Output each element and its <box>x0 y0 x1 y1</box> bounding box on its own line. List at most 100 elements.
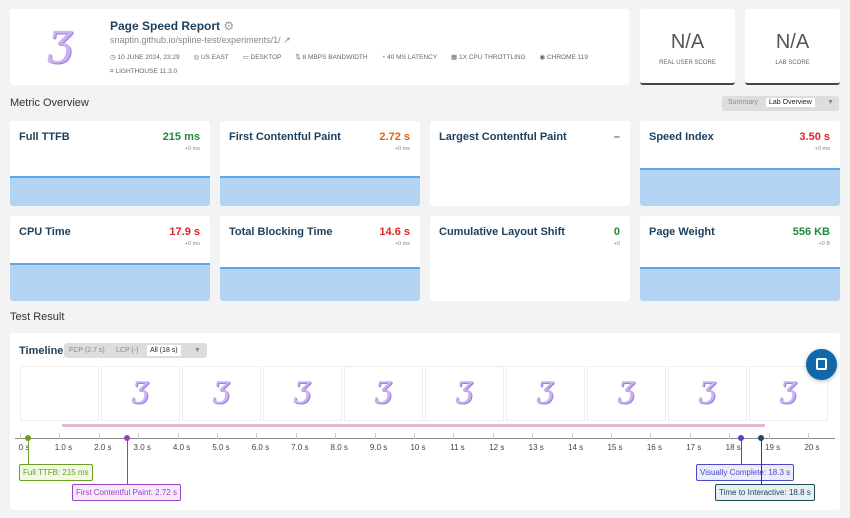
metric-card[interactable]: First Contentful Paint 2.72 s +0 ms <box>220 121 420 206</box>
axis-tick <box>59 433 61 439</box>
axis-tick <box>295 433 297 439</box>
view-toggle[interactable]: Summary Lab Overview ▼ <box>722 96 839 111</box>
metric-card[interactable]: CPU Time 17.9 s +0 ms <box>10 216 210 301</box>
metric-value: 3.50 s <box>799 131 830 143</box>
filmstrip-frame[interactable]: Ʒ <box>587 366 666 421</box>
filter-lcp[interactable]: LCP (-) <box>116 347 139 354</box>
axis-tick <box>808 433 809 439</box>
axis-tick-label: 2.0 s <box>94 443 112 452</box>
metric-overview-heading: Metric Overview <box>10 97 89 109</box>
chat-button[interactable] <box>806 349 837 380</box>
clock-icon: ◷ 10 JUNE 2024, 23:29 <box>110 54 180 61</box>
metric-name: Speed Index <box>649 131 714 143</box>
summary-tab[interactable]: Summary <box>728 99 758 106</box>
axis-tick <box>177 433 179 439</box>
marker-line <box>28 438 30 464</box>
axis-tick <box>729 433 731 439</box>
metric-delta: +0 ms <box>394 241 410 247</box>
timeline-axis <box>15 438 835 439</box>
test-result-heading: Test Result <box>10 311 65 323</box>
marker-label: First Contentful Paint: 2.72 s <box>72 484 181 501</box>
axis-tick-label: 18 s <box>725 443 741 452</box>
axis-tick-label: 12 s <box>489 443 505 452</box>
test-url[interactable]: snaptin.github.io/spline-test/experiment… <box>110 35 291 45</box>
axis-tick-label: 5.0 s <box>212 443 230 452</box>
axis-tick <box>689 433 691 439</box>
metric-history-chart <box>220 176 420 206</box>
axis-tick-label: 11 s <box>450 443 465 452</box>
axis-tick-label: 15 s <box>607 443 623 452</box>
metric-delta: +0 <box>613 241 620 247</box>
filmstrip-frame[interactable]: Ʒ <box>506 366 585 421</box>
axis-tick-label: 20 s <box>804 443 820 452</box>
filter-fcp[interactable]: FCP (2.7 s) <box>69 347 105 354</box>
lighthouse-icon: ⌗ LIGHTHOUSE 11.3.0 <box>110 68 178 75</box>
axis-tick-label: 10 s <box>410 443 426 452</box>
chevron-down-icon[interactable]: ▼ <box>827 99 834 106</box>
filmstrip-frame[interactable]: Ʒ <box>344 366 423 421</box>
metric-card[interactable]: Largest Contentful Paint – <box>430 121 630 206</box>
axis-tick <box>571 433 573 439</box>
axis-tick-label: 16 s <box>646 443 662 452</box>
visual-progress-bar <box>62 424 765 427</box>
latency-icon: ◔ 40 MS LATENCY <box>381 54 438 61</box>
metric-name: CPU Time <box>19 226 71 238</box>
metric-card[interactable]: Total Blocking Time 14.6 s +0 ms <box>220 216 420 301</box>
axis-tick <box>374 433 376 439</box>
metric-value: 2.72 s <box>379 131 410 143</box>
filmstrip-frame[interactable]: Ʒ <box>101 366 180 421</box>
metric-history-chart <box>640 167 840 206</box>
axis-tick-label: 4.0 s <box>172 443 191 452</box>
metric-card[interactable]: Full TTFB 215 ms +0 ms <box>10 121 210 206</box>
report-header: Ʒ Page Speed Report ⚙ snaptin.github.io/… <box>10 9 629 85</box>
page-title: Page Speed Report ⚙ <box>110 19 235 33</box>
axis-tick <box>650 433 652 439</box>
axis-tick <box>256 433 258 439</box>
filmstrip-frame[interactable] <box>20 366 99 421</box>
marker-label: Full TTFB: 215 ms <box>19 464 93 481</box>
axis-tick <box>453 433 455 439</box>
metric-value: 0 <box>613 226 620 238</box>
axis-tick <box>138 433 140 439</box>
gear-icon[interactable]: ⚙ <box>223 19 235 33</box>
filmstrip-frame[interactable]: Ʒ <box>425 366 504 421</box>
lab-score[interactable]: N/A LAB SCORE <box>745 9 840 85</box>
timeline-filter[interactable]: FCP (2.7 s) LCP (-) All (18 s) ▼ <box>64 343 207 358</box>
metric-history-chart <box>640 267 840 301</box>
filmstrip-frame[interactable]: Ʒ <box>182 366 261 421</box>
marker-line <box>741 438 743 464</box>
location-icon: ◎ US EAST <box>193 54 229 61</box>
metric-delta: +0 ms <box>394 146 410 152</box>
lab-overview-tab[interactable]: Lab Overview <box>766 98 815 107</box>
metric-value: 556 KB <box>792 226 830 238</box>
filter-all[interactable]: All (18 s) <box>147 345 181 356</box>
metric-delta: +0 ms <box>184 241 200 247</box>
metric-card[interactable]: Page Weight 556 KB +0 B <box>640 216 840 301</box>
metric-history-chart <box>10 262 210 301</box>
filmstrip-frame[interactable]: Ʒ <box>263 366 342 421</box>
metric-card[interactable]: Speed Index 3.50 s +0 ms <box>640 121 840 206</box>
chevron-down-icon[interactable]: ▼ <box>194 347 201 354</box>
external-link-icon: ↗ <box>283 35 291 45</box>
cpu-icon: ▦ 1X CPU THROTTLING <box>451 54 526 61</box>
axis-tick-label: 3.0 s <box>133 443 151 452</box>
real-user-score[interactable]: N/A REAL USER SCORE <box>640 9 735 85</box>
axis-tick-label: 8.0 s <box>330 443 348 452</box>
axis-tick <box>98 433 100 439</box>
filmstrip-frame[interactable]: Ʒ <box>668 366 747 421</box>
axis-tick <box>414 433 415 439</box>
metric-value: 215 ms <box>162 131 200 143</box>
metric-name: Cumulative Layout Shift <box>439 226 565 238</box>
timeline-panel: Timeline FCP (2.7 s) LCP (-) All (18 s) … <box>10 333 840 510</box>
marker-label: Visually Complete: 18.3 s <box>696 464 795 481</box>
axis-tick <box>611 433 612 439</box>
metric-name: Total Blocking Time <box>229 226 333 238</box>
site-logo: Ʒ <box>48 23 73 74</box>
chrome-icon: ◉ CHROME 119 <box>539 54 589 61</box>
axis-tick <box>768 433 770 439</box>
bandwidth-icon: ⇅ 8 MBPS BANDWIDTH <box>295 54 368 61</box>
marker-line <box>760 438 762 484</box>
metric-delta: +0 ms <box>814 146 830 152</box>
axis-tick-label: 17 s <box>686 443 702 452</box>
metric-card[interactable]: Cumulative Layout Shift 0 +0 <box>430 216 630 301</box>
